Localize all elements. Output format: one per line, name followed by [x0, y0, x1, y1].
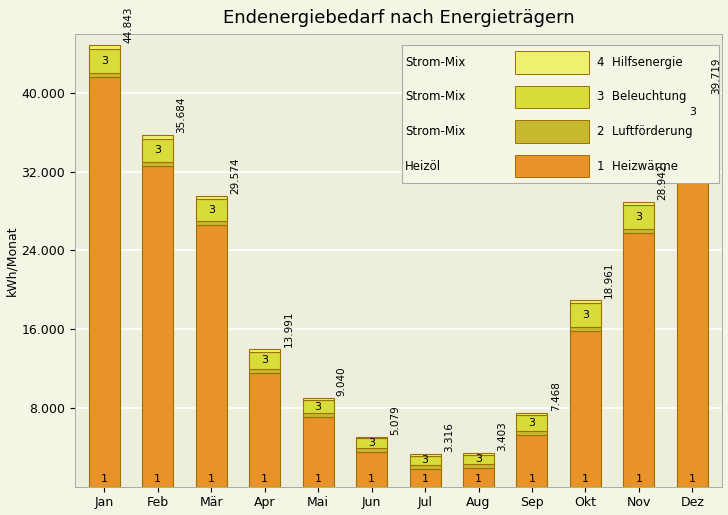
- Text: Strom-Mix: Strom-Mix: [405, 56, 465, 69]
- Bar: [677, 126, 708, 129]
- Bar: [623, 233, 654, 487]
- Bar: [570, 328, 601, 331]
- Text: 3: 3: [207, 205, 215, 215]
- Bar: [570, 303, 601, 328]
- Bar: [196, 196, 226, 199]
- Text: 1: 1: [422, 474, 429, 484]
- Text: 3: 3: [261, 355, 268, 366]
- Bar: [249, 373, 280, 487]
- Text: 9.040: 9.040: [337, 366, 347, 396]
- Bar: [89, 48, 120, 73]
- Text: Strom-Mix: Strom-Mix: [405, 125, 465, 138]
- Text: 1: 1: [314, 474, 322, 484]
- Bar: [142, 139, 173, 162]
- Bar: [249, 352, 280, 369]
- Bar: [142, 135, 173, 139]
- Text: 3: 3: [582, 310, 589, 320]
- Text: 44.843: 44.843: [123, 7, 133, 43]
- Bar: [196, 225, 226, 487]
- Text: 3: 3: [475, 454, 482, 465]
- Bar: [303, 414, 333, 417]
- Bar: [570, 300, 601, 303]
- Bar: [142, 166, 173, 487]
- Text: Heizöl: Heizöl: [405, 160, 441, 173]
- Bar: [677, 96, 708, 98]
- Bar: [515, 51, 589, 74]
- Bar: [677, 98, 708, 126]
- Bar: [515, 85, 589, 108]
- Text: 1: 1: [101, 474, 108, 484]
- Text: 35.684: 35.684: [176, 97, 186, 133]
- Text: 3: 3: [422, 455, 429, 466]
- Bar: [463, 453, 494, 455]
- Text: 5.079: 5.079: [390, 405, 400, 435]
- Bar: [356, 437, 387, 438]
- Bar: [89, 45, 120, 48]
- Bar: [570, 331, 601, 487]
- FancyBboxPatch shape: [402, 45, 719, 183]
- Bar: [303, 398, 333, 400]
- Bar: [623, 202, 654, 204]
- Text: 3: 3: [636, 212, 642, 222]
- Text: 1  Heizwärme: 1 Heizwärme: [597, 160, 678, 173]
- Text: 3: 3: [314, 402, 322, 411]
- Text: 1: 1: [475, 474, 482, 484]
- Text: 1: 1: [689, 474, 696, 484]
- Text: 2  Luftförderung: 2 Luftförderung: [597, 125, 692, 138]
- Text: 1: 1: [636, 474, 642, 484]
- Text: 1: 1: [207, 474, 215, 484]
- Text: 3: 3: [101, 56, 108, 66]
- Text: 28.942: 28.942: [657, 163, 668, 200]
- Bar: [410, 465, 440, 469]
- Bar: [623, 204, 654, 229]
- Y-axis label: kWh/Monat: kWh/Monat: [6, 225, 18, 296]
- Text: 1: 1: [529, 474, 536, 484]
- Bar: [410, 454, 440, 456]
- Bar: [142, 162, 173, 166]
- Text: 1: 1: [368, 474, 375, 484]
- Bar: [463, 468, 494, 487]
- Text: 1: 1: [154, 474, 162, 484]
- Bar: [196, 221, 226, 225]
- Bar: [516, 435, 547, 487]
- Text: 39.719: 39.719: [711, 57, 721, 94]
- Bar: [463, 464, 494, 468]
- Bar: [677, 129, 708, 487]
- Text: 18.961: 18.961: [604, 262, 614, 298]
- Bar: [249, 369, 280, 373]
- Text: 29.574: 29.574: [230, 157, 240, 194]
- Bar: [515, 120, 589, 143]
- Bar: [356, 438, 387, 448]
- Bar: [303, 400, 333, 414]
- Text: 3.403: 3.403: [497, 421, 507, 451]
- Bar: [249, 349, 280, 352]
- Title: Endenergiebedarf nach Energieträgern: Endenergiebedarf nach Energieträgern: [223, 9, 574, 27]
- Text: 3: 3: [154, 145, 162, 156]
- Text: 3: 3: [529, 418, 536, 428]
- Bar: [89, 73, 120, 77]
- Text: 7.468: 7.468: [550, 381, 561, 411]
- Text: Strom-Mix: Strom-Mix: [405, 91, 465, 104]
- Bar: [463, 455, 494, 464]
- Bar: [356, 452, 387, 487]
- Bar: [515, 154, 589, 177]
- Text: 3.316: 3.316: [444, 422, 454, 452]
- Text: 3: 3: [368, 438, 375, 448]
- Text: 3: 3: [689, 107, 696, 117]
- Bar: [356, 448, 387, 452]
- Bar: [516, 413, 547, 415]
- Bar: [410, 456, 440, 465]
- Text: 13.991: 13.991: [283, 311, 293, 347]
- Text: 3  Beleuchtung: 3 Beleuchtung: [597, 91, 687, 104]
- Bar: [516, 431, 547, 435]
- Bar: [623, 229, 654, 233]
- Text: 1: 1: [261, 474, 268, 484]
- Text: 1: 1: [582, 474, 589, 484]
- Bar: [516, 415, 547, 431]
- Bar: [410, 469, 440, 487]
- Bar: [89, 77, 120, 487]
- Bar: [196, 199, 226, 221]
- Bar: [303, 417, 333, 487]
- Text: 4  Hilfsenergie: 4 Hilfsenergie: [597, 56, 683, 69]
